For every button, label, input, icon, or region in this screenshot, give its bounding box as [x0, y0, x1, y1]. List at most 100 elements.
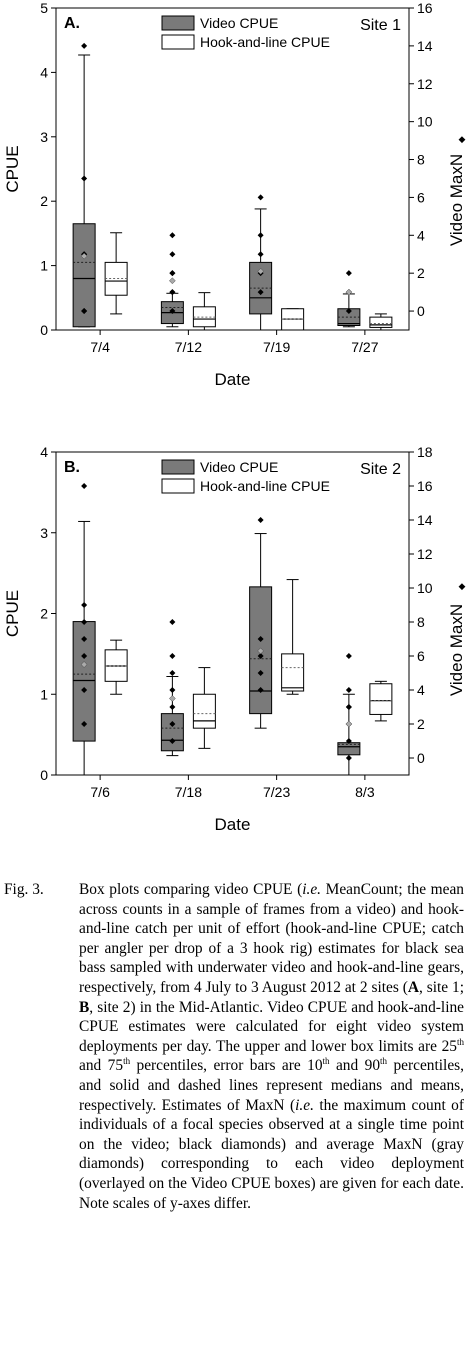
box: [192, 693, 216, 729]
maxn-point: [345, 308, 352, 315]
y-axis-label: CPUE: [3, 145, 22, 192]
maxn-point: [81, 619, 88, 625]
y2-tick-label: 10: [417, 580, 433, 596]
y-tick-label: 1: [40, 258, 48, 274]
maxn-point: [345, 755, 352, 761]
y2-tick-label: 0: [417, 750, 425, 766]
maxn-point: [81, 42, 88, 49]
box: [369, 683, 393, 715]
maxn-average-point: [80, 661, 88, 668]
x-tick-label: 7/4: [90, 339, 110, 355]
maxn-point: [257, 232, 264, 239]
site-label: Site 2: [360, 461, 401, 478]
maxn-point: [257, 517, 264, 523]
legend-swatch: [161, 34, 195, 50]
maxn-point: [169, 653, 176, 659]
box: [281, 653, 305, 692]
y-tick-label: 3: [40, 525, 48, 541]
maxn-point: [81, 175, 88, 182]
maxn-point: [257, 636, 264, 642]
maxn-point: [81, 653, 88, 659]
maxn-average-point: [80, 252, 88, 260]
y2-tick-label: 2: [417, 265, 425, 281]
legend-entry: Hook-and-line CPUE: [200, 34, 330, 50]
box: [160, 713, 184, 752]
y-tick-label: 0: [40, 767, 48, 783]
panel-label: A.: [64, 15, 80, 32]
x-axis-label: Date: [215, 370, 251, 389]
box: [104, 261, 128, 296]
maxn-point: [257, 687, 264, 693]
y2-axis-label: Video MaxN: [447, 154, 466, 246]
maxn-point: [169, 738, 176, 744]
maxn-average-point: [169, 695, 176, 702]
maxn-average-point: [345, 720, 353, 728]
maxn-average-point: [257, 647, 264, 655]
caption-figure-label: Fig. 3.: [4, 881, 44, 898]
x-axis-label: Date: [215, 815, 251, 834]
maxn-point: [169, 232, 176, 239]
legend-swatch: [161, 459, 195, 475]
maxn-point: [81, 636, 88, 642]
legend-entry: Video CPUE: [200, 15, 278, 31]
y-tick-label: 3: [40, 129, 48, 145]
maxn-point: [169, 687, 176, 693]
maxn-point: [257, 194, 264, 201]
y-tick-label: 0: [40, 322, 48, 338]
legend-swatch: [161, 15, 195, 31]
y2-tick-label: 8: [417, 152, 425, 168]
maxn-point: [345, 653, 352, 659]
y-tick-label: 1: [40, 686, 48, 702]
maxn-point: [81, 308, 88, 315]
maxn-average-point: [345, 288, 353, 296]
y-tick-label: 2: [40, 193, 48, 209]
maxn-point: [169, 251, 176, 258]
y-tick-label: 2: [40, 606, 48, 622]
box: [72, 223, 96, 328]
plot-frame: [55, 451, 410, 776]
maxn-point: [345, 687, 352, 693]
panel-label: B.: [64, 459, 80, 476]
y2-tick-label: 14: [417, 512, 433, 528]
legend-entry: Video CPUE: [200, 459, 278, 475]
box: [369, 316, 393, 328]
y2-tick-label: 4: [417, 682, 425, 698]
maxn-point: [169, 289, 176, 296]
site-label: Site 1: [360, 17, 401, 34]
y2-tick-label: 2: [417, 716, 425, 732]
x-tick-label: 7/12: [175, 339, 202, 355]
y2-axis-marker: ◆: [459, 134, 466, 144]
legend-swatch: [161, 478, 195, 494]
y-tick-label: 5: [40, 0, 48, 16]
maxn-average-point: [257, 267, 264, 275]
y2-tick-label: 6: [417, 648, 425, 664]
y2-tick-label: 12: [417, 76, 433, 92]
box: [337, 742, 361, 756]
x-tick-label: 7/27: [351, 339, 378, 355]
maxn-point: [169, 270, 176, 277]
maxn-point: [345, 270, 352, 277]
x-tick-label: 8/3: [355, 784, 375, 800]
maxn-point: [257, 251, 264, 258]
y2-tick-label: 0: [417, 303, 425, 319]
maxn-point: [169, 308, 176, 315]
x-tick-label: 7/18: [175, 784, 202, 800]
y2-tick-label: 4: [417, 227, 425, 243]
maxn-average-point: [169, 277, 176, 285]
maxn-point: [81, 602, 88, 608]
y2-axis-label: Video MaxN: [447, 604, 466, 696]
y2-tick-label: 8: [417, 614, 425, 630]
plot-frame: [55, 7, 410, 331]
maxn-point: [345, 704, 352, 710]
maxn-point: [169, 670, 176, 676]
x-tick-label: 7/6: [90, 784, 110, 800]
maxn-point: [257, 289, 264, 296]
maxn-point: [257, 670, 264, 676]
y2-tick-label: 6: [417, 189, 425, 205]
y-tick-label: 4: [40, 444, 48, 460]
y2-axis-marker: ◆: [459, 581, 466, 591]
y2-tick-label: 16: [417, 0, 433, 16]
y-axis-label: CPUE: [3, 590, 22, 637]
maxn-point: [345, 738, 352, 744]
